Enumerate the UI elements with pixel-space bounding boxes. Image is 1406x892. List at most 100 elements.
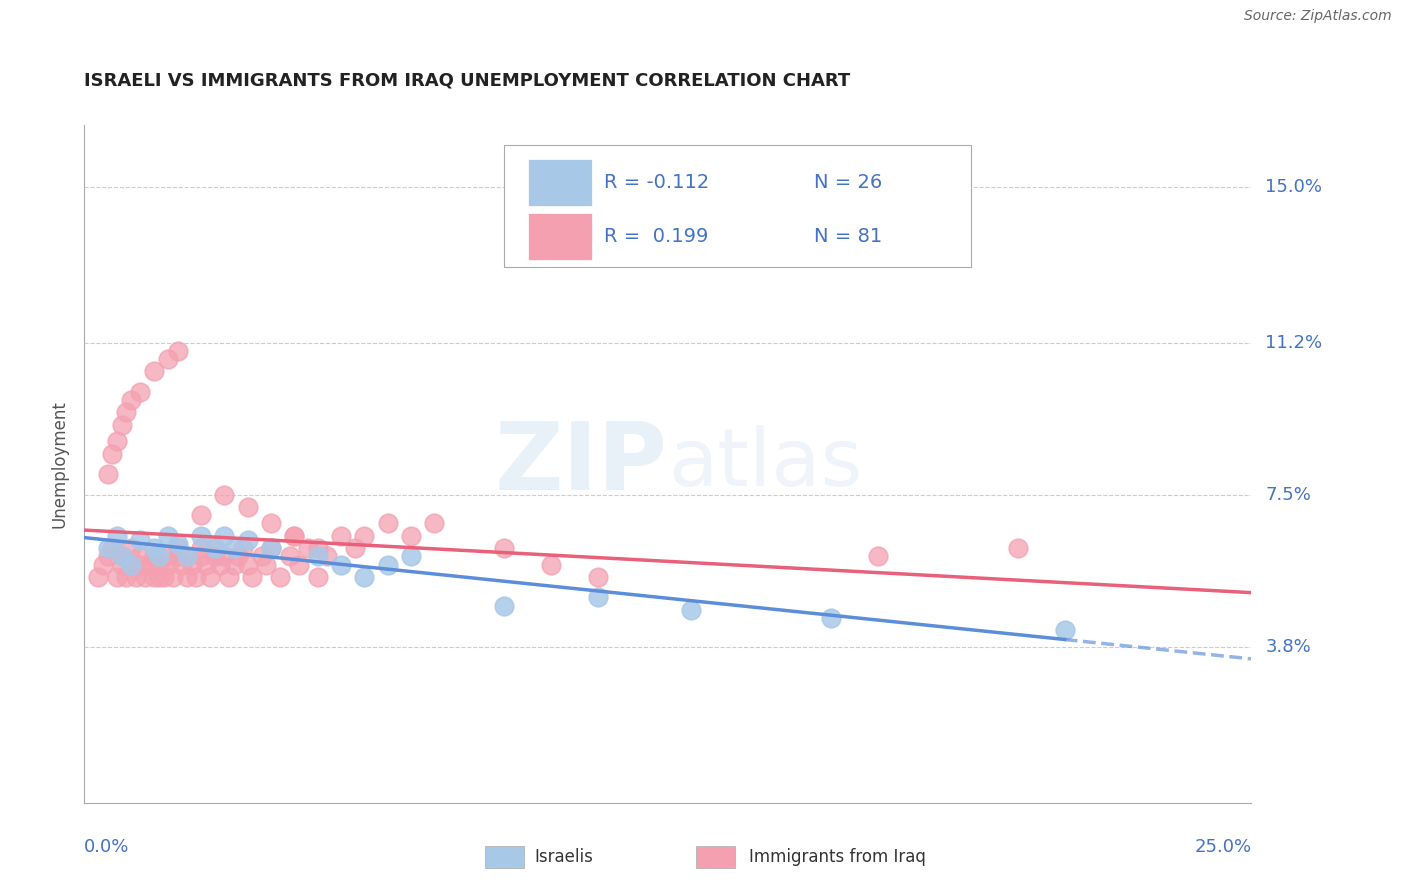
Text: 15.0%: 15.0% [1265,178,1323,195]
Point [143,549,166,564]
Point [157,558,180,572]
Text: 3.8%: 3.8% [1265,638,1312,656]
Text: 25.0%: 25.0% [1194,838,1251,856]
Point [138,558,160,572]
Point [236,533,259,547]
Point [172,558,194,572]
Point [190,549,212,564]
Text: 11.2%: 11.2% [1265,334,1323,351]
Point [176,570,198,584]
Point [260,541,283,555]
Point [681,603,703,617]
Point [134,570,156,584]
Point [1053,624,1076,638]
Point [232,541,254,555]
Point [129,533,152,547]
Bar [527,213,592,260]
Text: N = 26: N = 26 [814,173,882,192]
Point [157,549,180,564]
Point [166,343,188,358]
Point [190,541,212,555]
Point [204,549,226,564]
Point [180,558,202,572]
Point [120,541,142,555]
Point [200,570,222,584]
Point [1007,541,1029,555]
Point [143,364,166,378]
Text: N = 81: N = 81 [814,227,882,246]
Text: 0.0%: 0.0% [84,838,129,856]
Point [111,558,134,572]
Point [377,558,399,572]
Point [288,558,311,572]
Point [120,558,142,572]
Point [250,549,273,564]
Point [866,549,889,564]
Text: ZIP: ZIP [495,417,668,510]
Point [204,541,226,555]
Point [242,570,264,584]
Point [307,549,329,564]
Text: ISRAELI VS IMMIGRANTS FROM IRAQ UNEMPLOYMENT CORRELATION CHART: ISRAELI VS IMMIGRANTS FROM IRAQ UNEMPLOY… [84,71,851,89]
Point [115,405,138,419]
Point [190,529,212,543]
Point [97,541,120,555]
Point [269,570,291,584]
Point [297,541,319,555]
Bar [527,159,592,206]
Point [214,529,236,543]
Point [143,570,166,584]
Point [148,558,170,572]
Point [176,549,198,564]
Point [166,537,188,551]
Point [204,541,226,555]
Point [236,558,259,572]
Point [316,549,339,564]
Point [353,529,375,543]
Point [399,529,422,543]
Point [307,570,329,584]
Point [218,570,240,584]
Point [111,549,134,564]
Point [494,599,516,613]
Point [111,417,134,432]
Point [111,549,134,564]
Point [148,570,170,584]
Point [97,467,120,482]
Point [186,570,208,584]
Point [166,541,188,555]
Point [129,558,152,572]
Point [228,549,250,564]
Point [143,541,166,555]
FancyBboxPatch shape [505,145,972,268]
Text: Immigrants from Iraq: Immigrants from Iraq [749,848,927,866]
Point [157,352,180,367]
Point [214,549,236,564]
Point [194,558,217,572]
Text: atlas: atlas [668,425,862,503]
Point [344,541,367,555]
Point [101,541,124,555]
Point [125,570,148,584]
Point [101,446,124,460]
Text: Source: ZipAtlas.com: Source: ZipAtlas.com [1244,9,1392,23]
Point [586,591,609,605]
Point [129,549,152,564]
Point [214,488,236,502]
Point [377,516,399,531]
Point [162,570,184,584]
Point [330,529,353,543]
Point [120,393,142,408]
Point [120,558,142,572]
Point [278,549,301,564]
Point [222,558,245,572]
Point [222,541,245,555]
Point [586,570,609,584]
Point [494,541,516,555]
Point [283,529,305,543]
Point [152,570,174,584]
Point [307,541,329,555]
Text: 7.5%: 7.5% [1265,485,1312,504]
Point [129,384,152,399]
Point [176,549,198,564]
